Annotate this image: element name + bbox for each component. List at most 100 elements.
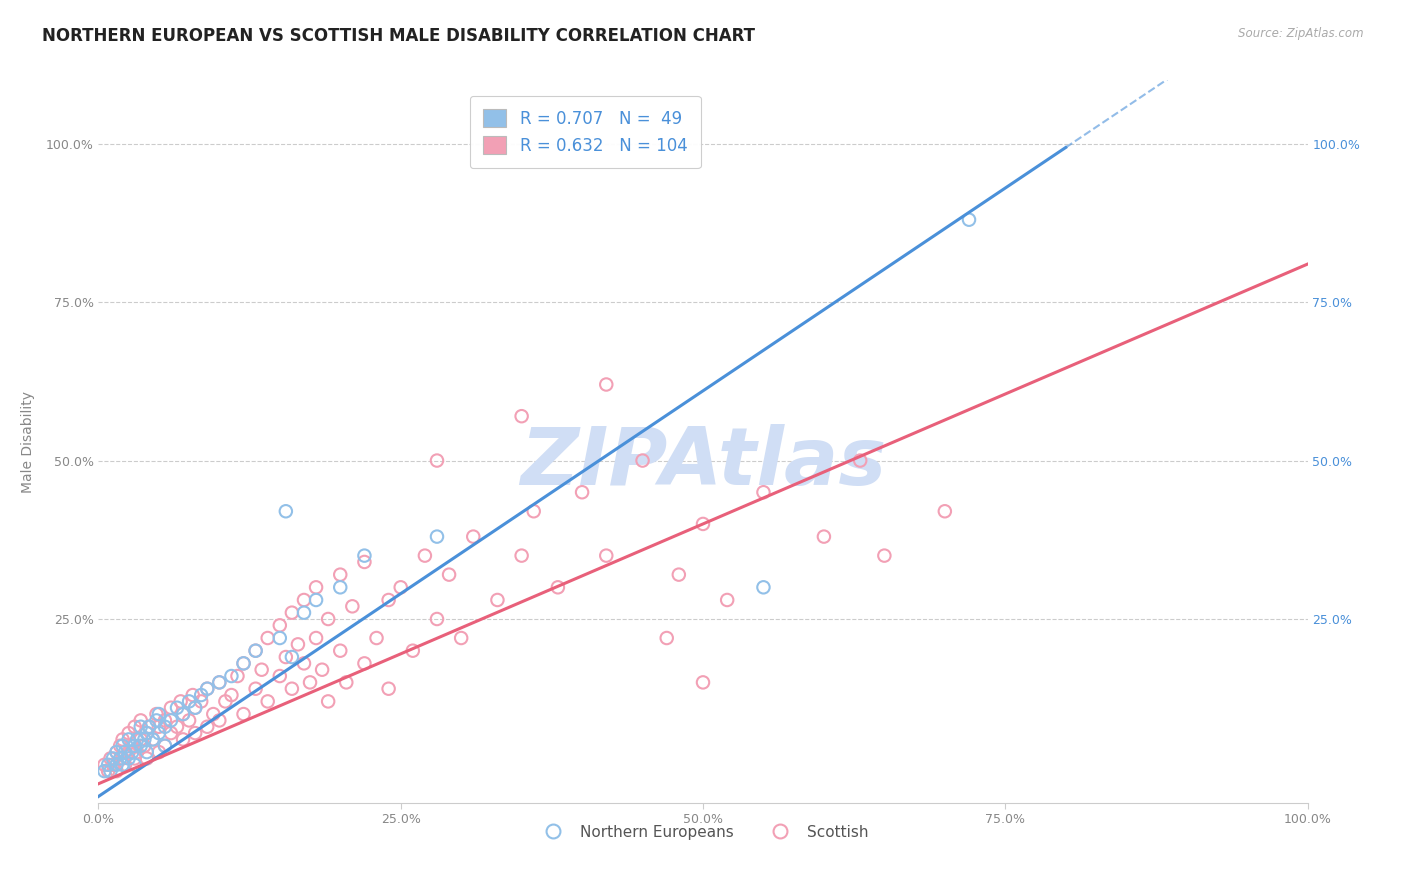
Point bbox=[195, 681, 218, 696]
Point bbox=[148, 745, 170, 759]
Point bbox=[208, 675, 231, 690]
Point bbox=[166, 720, 188, 734]
Point bbox=[221, 669, 243, 683]
Point bbox=[287, 637, 309, 651]
Point bbox=[873, 549, 896, 563]
Point bbox=[111, 757, 134, 772]
Point bbox=[250, 663, 273, 677]
Point bbox=[172, 707, 194, 722]
Point bbox=[232, 707, 254, 722]
Point bbox=[716, 593, 738, 607]
Point bbox=[169, 694, 191, 708]
Point bbox=[510, 409, 533, 424]
Point bbox=[305, 593, 328, 607]
Point bbox=[160, 726, 183, 740]
Point bbox=[124, 739, 146, 753]
Point bbox=[342, 599, 364, 614]
Point bbox=[232, 657, 254, 671]
Point bbox=[124, 757, 146, 772]
Point bbox=[118, 726, 141, 740]
Point bbox=[353, 549, 375, 563]
Point bbox=[377, 593, 399, 607]
Point bbox=[101, 751, 124, 765]
Point bbox=[547, 580, 569, 594]
Point bbox=[256, 694, 278, 708]
Text: ZIPAtlas: ZIPAtlas bbox=[520, 425, 886, 502]
Point bbox=[97, 757, 120, 772]
Y-axis label: Male Disability: Male Disability bbox=[21, 391, 35, 492]
Point bbox=[114, 757, 136, 772]
Point bbox=[692, 516, 714, 531]
Point bbox=[402, 643, 425, 657]
Point bbox=[510, 549, 533, 563]
Point bbox=[148, 720, 170, 734]
Point bbox=[135, 745, 157, 759]
Point bbox=[813, 530, 835, 544]
Point bbox=[195, 720, 218, 734]
Text: NORTHERN EUROPEAN VS SCOTTISH MALE DISABILITY CORRELATION CHART: NORTHERN EUROPEAN VS SCOTTISH MALE DISAB… bbox=[42, 27, 755, 45]
Point bbox=[118, 732, 141, 747]
Point bbox=[135, 726, 157, 740]
Point bbox=[101, 757, 124, 772]
Point bbox=[377, 681, 399, 696]
Point bbox=[335, 675, 357, 690]
Point bbox=[752, 580, 775, 594]
Point bbox=[179, 714, 201, 728]
Point bbox=[153, 714, 176, 728]
Point bbox=[172, 732, 194, 747]
Point bbox=[100, 751, 122, 765]
Point bbox=[100, 764, 122, 778]
Point bbox=[108, 751, 131, 765]
Point bbox=[105, 757, 128, 772]
Point bbox=[957, 212, 980, 227]
Point bbox=[134, 739, 156, 753]
Point bbox=[437, 567, 460, 582]
Point bbox=[160, 714, 183, 728]
Point bbox=[129, 732, 152, 747]
Point bbox=[111, 751, 134, 765]
Point bbox=[142, 732, 165, 747]
Point bbox=[124, 720, 146, 734]
Point bbox=[281, 606, 304, 620]
Point bbox=[655, 631, 678, 645]
Point bbox=[114, 745, 136, 759]
Point bbox=[202, 707, 225, 722]
Point bbox=[934, 504, 956, 518]
Point bbox=[353, 555, 375, 569]
Point bbox=[316, 694, 339, 708]
Point bbox=[269, 669, 291, 683]
Point bbox=[184, 726, 207, 740]
Point bbox=[595, 549, 617, 563]
Point bbox=[274, 504, 297, 518]
Point bbox=[148, 707, 170, 722]
Point bbox=[190, 694, 212, 708]
Point bbox=[160, 700, 183, 714]
Point bbox=[129, 714, 152, 728]
Point bbox=[118, 751, 141, 765]
Point bbox=[292, 657, 315, 671]
Point bbox=[849, 453, 872, 467]
Point bbox=[274, 650, 297, 665]
Point bbox=[426, 612, 449, 626]
Point bbox=[138, 720, 160, 734]
Point bbox=[105, 745, 128, 759]
Point bbox=[134, 732, 156, 747]
Point bbox=[142, 732, 165, 747]
Point bbox=[752, 485, 775, 500]
Point bbox=[179, 694, 201, 708]
Point bbox=[631, 453, 654, 467]
Point bbox=[668, 567, 690, 582]
Point bbox=[269, 631, 291, 645]
Text: Source: ZipAtlas.com: Source: ZipAtlas.com bbox=[1239, 27, 1364, 40]
Point bbox=[127, 732, 149, 747]
Point bbox=[208, 675, 231, 690]
Point bbox=[269, 618, 291, 632]
Point bbox=[208, 714, 231, 728]
Point bbox=[311, 663, 333, 677]
Point bbox=[135, 726, 157, 740]
Point bbox=[148, 726, 170, 740]
Point bbox=[111, 739, 134, 753]
Point bbox=[245, 681, 267, 696]
Point bbox=[329, 643, 352, 657]
Legend: Northern Europeans, Scottish: Northern Europeans, Scottish bbox=[531, 819, 875, 846]
